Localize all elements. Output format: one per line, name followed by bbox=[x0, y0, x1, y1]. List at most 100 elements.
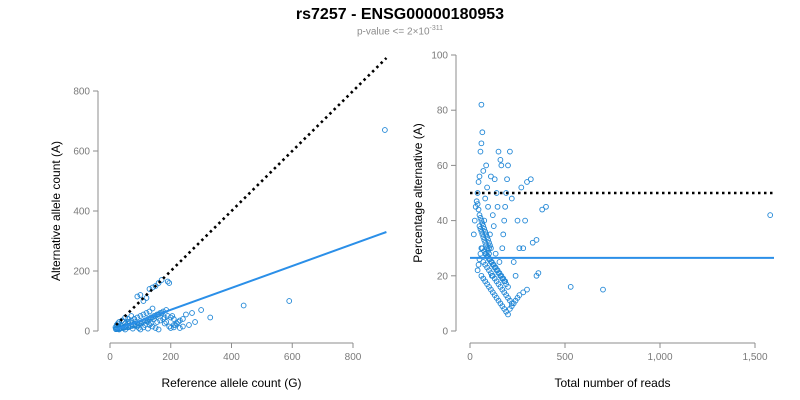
chart1-point bbox=[158, 277, 165, 283]
chart2-point bbox=[475, 261, 482, 268]
chart1-point bbox=[175, 319, 182, 325]
chart2-point bbox=[488, 173, 494, 180]
chart1-fit-line bbox=[115, 231, 387, 331]
chart2-point bbox=[529, 239, 536, 246]
chart1-point bbox=[149, 323, 156, 330]
chart1-point bbox=[170, 322, 177, 328]
chart1-point bbox=[152, 325, 159, 331]
chart2-point bbox=[507, 148, 513, 155]
chart2-point bbox=[501, 217, 508, 224]
chart2-point bbox=[476, 212, 483, 218]
chart2-point bbox=[477, 214, 484, 221]
chart2-point bbox=[484, 184, 490, 191]
chart2-point bbox=[482, 195, 489, 202]
chart2-point bbox=[543, 203, 549, 210]
chart1-point bbox=[192, 319, 198, 325]
chart2-point bbox=[498, 162, 505, 169]
chart2-point bbox=[508, 300, 515, 307]
chart1-point bbox=[137, 292, 144, 298]
chart1-y-axis-title: Alternative allele count (A) bbox=[49, 141, 63, 281]
chart2-x-tick-label: 1,500 bbox=[742, 352, 767, 363]
chart1-point bbox=[183, 311, 189, 318]
chart2-point bbox=[502, 278, 509, 285]
chart2-point bbox=[500, 231, 507, 238]
chart1-point bbox=[161, 314, 168, 321]
chart2-point bbox=[495, 148, 502, 155]
chart2-point bbox=[478, 140, 485, 147]
subtitle-base: 10 bbox=[418, 26, 430, 38]
chart1-point bbox=[177, 317, 183, 324]
chart1-point bbox=[167, 314, 174, 321]
chart2-point bbox=[488, 245, 494, 252]
chart1-y-tick-label: 600 bbox=[73, 147, 90, 158]
chart1-point bbox=[146, 308, 153, 315]
chart2-x-tick-label: 1,000 bbox=[647, 352, 672, 363]
chart1-point bbox=[189, 310, 195, 316]
chart2-point bbox=[479, 129, 486, 136]
chart1-point bbox=[140, 311, 147, 318]
chart2-point bbox=[518, 184, 525, 191]
chart2-point bbox=[483, 231, 490, 238]
chart1-point bbox=[207, 314, 214, 321]
chart1-point bbox=[155, 326, 162, 333]
chart1-point bbox=[146, 322, 153, 328]
chart2-point bbox=[480, 168, 487, 174]
chart2-point bbox=[520, 289, 527, 296]
chart1-x-tick-label: 200 bbox=[162, 352, 179, 363]
chart2-point bbox=[483, 162, 490, 169]
chart1-y-tick-label: 800 bbox=[73, 87, 90, 98]
chart2-point bbox=[502, 203, 509, 210]
chart1-point bbox=[180, 316, 186, 322]
chart2-point bbox=[486, 239, 492, 246]
chart2-y-tick-label: 20 bbox=[437, 271, 449, 282]
chart1-point bbox=[149, 305, 156, 312]
chart2-point bbox=[470, 231, 477, 238]
chart1-point bbox=[167, 325, 174, 331]
chart1-point bbox=[164, 278, 171, 285]
chart1-x-tick-label: 600 bbox=[284, 352, 301, 363]
chart2-y-axis-title: Percentage alternative (A) bbox=[411, 123, 425, 262]
chart1-x-tick-label: 400 bbox=[223, 352, 240, 363]
chart1-point bbox=[166, 280, 173, 286]
chart2-point bbox=[485, 203, 491, 210]
chart1-y-tick-label: 200 bbox=[73, 267, 90, 278]
chart1-point bbox=[125, 316, 132, 322]
chart1-point bbox=[170, 324, 177, 331]
chart1-point bbox=[137, 326, 144, 333]
chart2-point bbox=[567, 283, 574, 290]
chart2-y-tick-label: 60 bbox=[437, 161, 449, 172]
chart1-point bbox=[170, 316, 177, 322]
chart1-y-tick-label: 400 bbox=[73, 207, 90, 218]
chart2-point bbox=[497, 157, 504, 163]
chart2-point bbox=[475, 206, 482, 213]
chart2-point bbox=[527, 176, 534, 183]
chart1-point bbox=[146, 286, 153, 292]
chart1-x-tick-label: 800 bbox=[345, 352, 362, 363]
chart2-x-tick-label: 500 bbox=[557, 352, 574, 363]
chart-subtitle: p-value <= 2×10-311 bbox=[0, 25, 800, 37]
chart1-point bbox=[155, 280, 162, 286]
chart2-point bbox=[520, 245, 527, 252]
chart1-point bbox=[134, 314, 141, 321]
chart2-point bbox=[600, 286, 606, 293]
chart2-point bbox=[510, 259, 517, 265]
chart1-point bbox=[173, 320, 180, 327]
chart1-point bbox=[137, 313, 144, 319]
chart2-y-tick-label: 100 bbox=[431, 51, 448, 62]
chart1-y-tick-label: 0 bbox=[84, 327, 90, 338]
chart1-point bbox=[134, 293, 141, 300]
chart2-point bbox=[487, 242, 493, 249]
chart1-point bbox=[152, 283, 159, 289]
chart1-point bbox=[198, 307, 204, 313]
chart2-point bbox=[492, 250, 499, 257]
chart2-point bbox=[505, 162, 511, 169]
chart1-point bbox=[128, 317, 135, 324]
chart2-point bbox=[512, 272, 519, 279]
chart2-point bbox=[524, 286, 530, 293]
chart2-point bbox=[474, 201, 481, 207]
chart2-point bbox=[505, 311, 511, 318]
chart2-point bbox=[533, 237, 540, 243]
chart1-point bbox=[143, 295, 150, 301]
chart2-point bbox=[535, 270, 542, 276]
chart1-x-tick-label: 0 bbox=[107, 352, 113, 363]
